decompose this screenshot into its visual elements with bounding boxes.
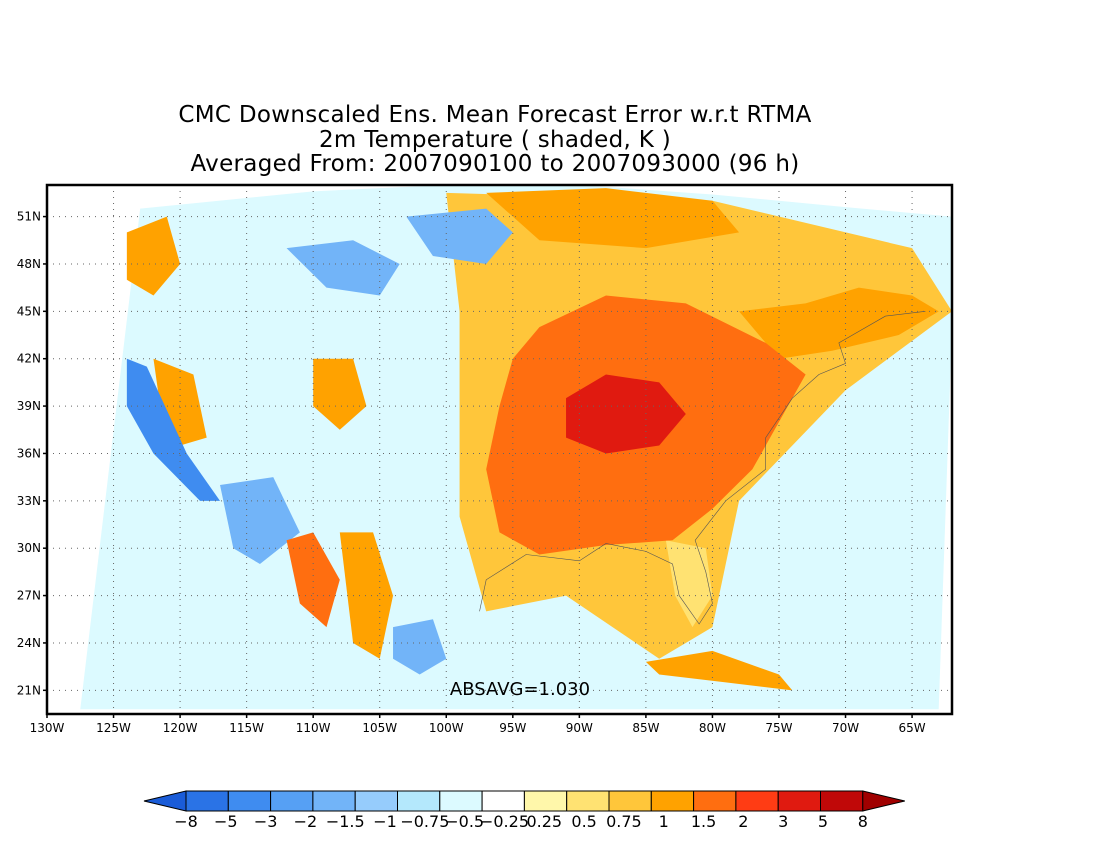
map-panel [45, 183, 954, 716]
lat-tick-label: 27N [17, 589, 41, 603]
lon-tick-label: 70W [832, 721, 859, 735]
colorbar-label: 5 [818, 812, 828, 831]
colorbar-label: 0.25 [526, 812, 562, 831]
chart-title-line-1: CMC Downscaled Ens. Mean Forecast Error … [178, 102, 812, 128]
colorbar-label: 0.5 [571, 812, 596, 831]
lon-tick-label: 100W [429, 721, 464, 735]
lon-tick-label: 90W [566, 721, 593, 735]
colorbar-swatch [227, 790, 272, 812]
colorbar-label: −3 [254, 812, 278, 831]
region-northeast-warm-arm [739, 287, 939, 359]
colorbar-swatch [693, 790, 737, 812]
colorbar-label: 3 [778, 812, 788, 831]
lat-tick-label: 51N [17, 210, 41, 224]
region-ohio-valley-hot [566, 374, 686, 454]
colorbar-swatch [735, 790, 779, 812]
region-canada-north-warm [486, 188, 740, 249]
lon-tick-label: 125W [96, 721, 131, 735]
colorbar-swatch [397, 790, 441, 812]
lat-tick-label: 21N [17, 683, 41, 697]
colorbar-swatch [608, 790, 652, 812]
error-field-layer [80, 185, 952, 710]
colorbar-label: −2 [294, 812, 318, 831]
lat-tick-label: 42N [17, 352, 41, 366]
colorbar-label: 2 [738, 812, 748, 831]
colorbar-swatch [777, 790, 822, 812]
colorbar-label: −1.5 [326, 812, 365, 831]
colorbar-label: −0.5 [445, 812, 484, 831]
colorbar-right-arrow [862, 790, 905, 812]
region-sierra-warm [153, 358, 207, 446]
coastline [479, 311, 926, 625]
lat-tick-label: 48N [17, 257, 41, 271]
lon-tick-label: 65W [899, 721, 926, 735]
lon-tick-label: 115W [229, 721, 264, 735]
region-north-plains-cool [406, 208, 513, 264]
colorbar-label: −8 [174, 812, 198, 831]
lat-tick-label: 39N [17, 399, 41, 413]
region-colorado-plateau-warm [313, 358, 367, 430]
colorbar-label: 0.75 [606, 812, 642, 831]
chart-title-line-3: Averaged From: 2007090100 to 2007093000 … [190, 151, 800, 177]
lon-tick-label: 105W [362, 721, 397, 735]
colorbar-left-arrow [143, 790, 187, 812]
chart-title-line-2: 2m Temperature ( shaded, K ) [318, 127, 672, 153]
colorbar: −8 −5 −3 −2 −1.5 −1 −0.75−0.5−0.250.25 0.5 0.75 1… [143, 790, 905, 831]
latitude-tick-labels: 51N 48N 45N 42N 39N 36N 33N 30N 27N 24N 21N [17, 210, 47, 697]
lon-tick-label: 80W [699, 721, 726, 735]
colorbar-label: 1 [659, 812, 669, 831]
lon-tick-label: 95W [499, 721, 526, 735]
colorbar-swatch [566, 790, 610, 812]
colorbar-swatch [354, 790, 399, 812]
colorbar-swatch [270, 790, 314, 812]
colorbar-swatch [650, 790, 695, 812]
region-mexico-cool [393, 619, 447, 675]
region-cuba-warm [645, 650, 793, 691]
colorbar-swatch [481, 790, 525, 812]
colorbar-label: 1.5 [691, 812, 716, 831]
colorbar-swatch [439, 790, 483, 812]
region-florida-warm [665, 540, 713, 628]
lat-lon-grid [47, 185, 952, 714]
map-border [45, 183, 954, 716]
lat-tick-label: 33N [17, 494, 41, 508]
colorbar-swatch [820, 790, 864, 812]
lon-tick-label: 110W [296, 721, 331, 735]
absavg-label: ABSAVG=1.030 [450, 679, 590, 700]
colorbar-label: −1 [373, 812, 397, 831]
colorbar-swatch [523, 790, 568, 812]
colorbar-label: −0.25 [480, 812, 529, 831]
region-northwest-warm [126, 216, 181, 296]
region-rockies-cool-1 [220, 477, 300, 564]
lat-tick-label: 36N [17, 446, 41, 460]
lon-tick-label: 85W [632, 721, 659, 735]
lon-tick-label: 120W [163, 721, 198, 735]
lat-tick-label: 24N [17, 636, 41, 650]
colorbar-label: −0.75 [400, 812, 449, 831]
colorbar-label: −5 [214, 812, 238, 831]
longitude-tick-labels: 130W 125W 120W 115W 110W 105W 100W 95W 90W 85W 80W… [30, 714, 926, 735]
region-california-coast-cool [126, 358, 221, 501]
region-southwest-ridge-1 [286, 532, 340, 628]
colorbar-swatch [312, 790, 356, 812]
lon-tick-label: 130W [30, 721, 65, 735]
region-rockies-cool-2 [286, 240, 400, 296]
lat-tick-label: 30N [17, 541, 41, 555]
lon-tick-label: 75W [765, 721, 792, 735]
colorbar-swatch [185, 790, 229, 812]
lat-tick-label: 45N [17, 304, 41, 318]
colorbar-label: 8 [858, 812, 868, 831]
